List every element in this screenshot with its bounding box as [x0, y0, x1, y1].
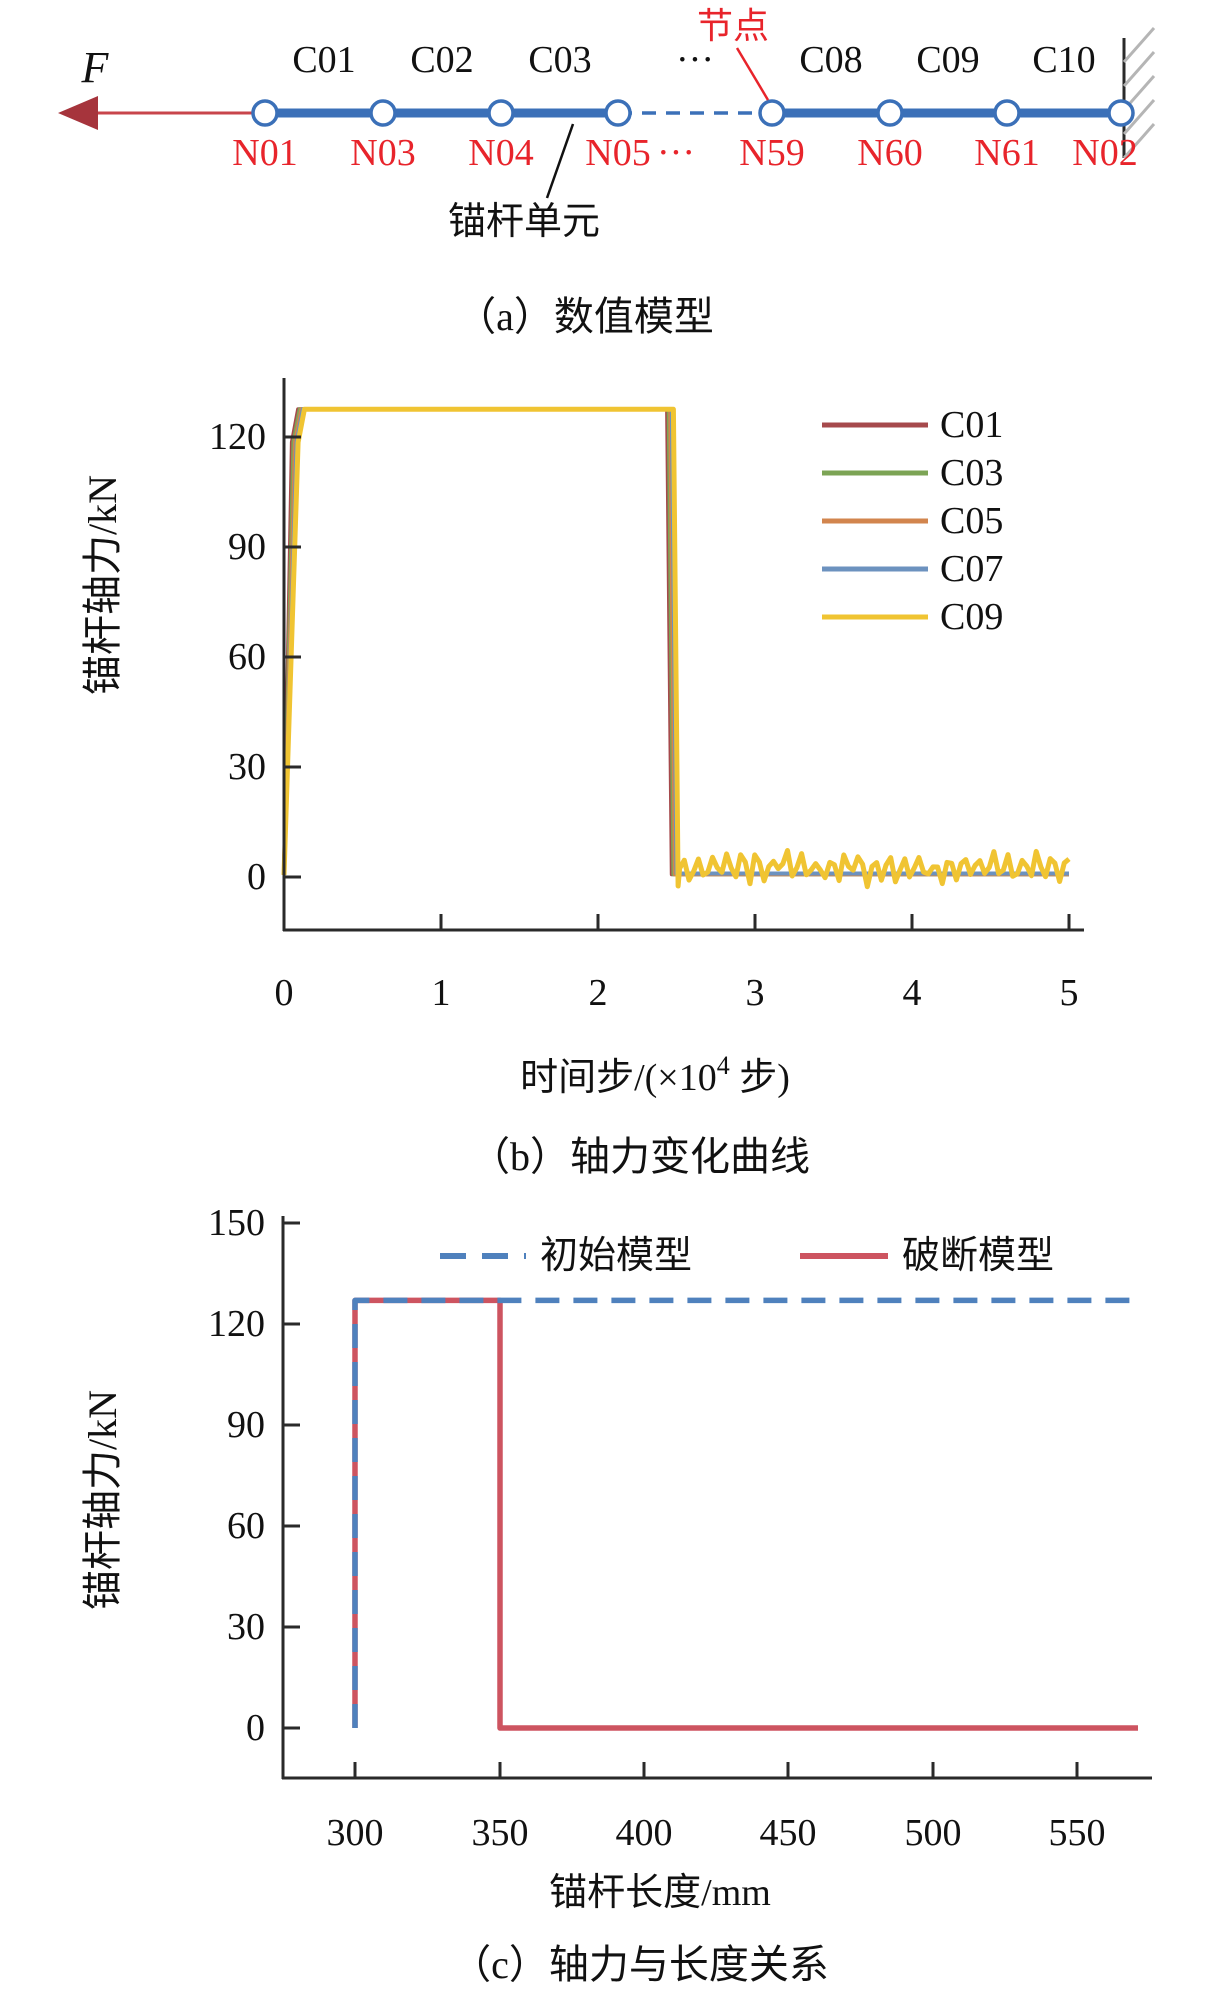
element-label: C02	[410, 39, 473, 81]
node-annotation-label: 节点	[697, 6, 769, 46]
element-label: C01	[292, 39, 355, 81]
legend-label: C03	[940, 452, 1003, 494]
node-label: N02	[1072, 132, 1137, 174]
x-tick-label: 450	[760, 1812, 817, 1854]
node-circle	[487, 99, 515, 127]
node-circle	[1107, 99, 1135, 127]
y-ticks-c	[283, 1221, 300, 1730]
node-label: N59	[739, 132, 804, 174]
y-tick-label: 150	[208, 1202, 265, 1244]
x-tick-label: 2	[589, 972, 608, 1014]
y-ticks-b	[284, 435, 301, 879]
series-C09	[281, 406, 1071, 890]
x-tick-label: 300	[327, 1812, 384, 1854]
series-lines-b	[281, 406, 1071, 890]
x-tick-label: 400	[616, 1812, 673, 1854]
element-labels: C01 C02 C03 ··· C08 C09 C10	[292, 39, 1095, 81]
node-circle	[251, 99, 279, 127]
x-ticks-b	[439, 914, 1071, 930]
legend-label: C05	[940, 500, 1003, 542]
y-tick-label: 120	[209, 416, 266, 458]
series-破断模型	[352, 1297, 1138, 1731]
caption-a: （a）数值模型	[456, 294, 714, 339]
node-annotation-pointer	[735, 47, 770, 101]
node-label: N01	[232, 132, 297, 174]
y-tick-label: 60	[228, 636, 266, 678]
x-tick-labels-b: 0 1 2 3 4 5	[275, 972, 1079, 1014]
x-tick-label: 5	[1060, 972, 1079, 1014]
element-label: C10	[1032, 39, 1095, 81]
series-初始模型	[352, 1297, 1138, 1728]
x-tick-label: 350	[472, 1812, 529, 1854]
x-axis-title-b: 时间步/(×104 步)	[520, 1051, 790, 1099]
force-label: F	[81, 43, 110, 92]
node-label: N05	[585, 132, 650, 174]
x-axis-title-b-pre: 时间步/(×10	[520, 1057, 717, 1099]
y-tick-label: 30	[227, 1606, 265, 1648]
element-label: C09	[916, 39, 979, 81]
y-tick-label: 90	[228, 526, 266, 568]
element-label: C03	[528, 39, 591, 81]
node-labels: N01 N03 N04 N05 ··· N59 N60 N61 N02	[232, 132, 1137, 174]
y-tick-label: 0	[247, 856, 266, 898]
node-circle	[876, 99, 904, 127]
caption-c: （c）轴力与长度关系	[451, 1942, 829, 1987]
x-tick-label: 0	[275, 972, 294, 1014]
node-circle	[993, 99, 1021, 127]
y-tick-label: 60	[227, 1505, 265, 1547]
y-axis-title-b: 锚杆轴力/kN	[80, 475, 125, 695]
element-annotation-pointer	[545, 123, 575, 199]
y-tick-label: 30	[228, 746, 266, 788]
x-ticks-c	[353, 1762, 1079, 1778]
x-tick-label: 4	[903, 972, 922, 1014]
node-circle	[604, 99, 632, 127]
legend-b: C01 C03 C05 C07 C09	[822, 404, 1003, 638]
x-tick-label: 3	[746, 972, 765, 1014]
legend-c: 初始模型 破断模型	[440, 1235, 1054, 1277]
series-lines-c	[352, 1297, 1138, 1731]
chart-b: 0 30 60 90 120 0 1 2 3 4 5 锚杆轴力/kN 时间步/(…	[80, 378, 1084, 1179]
ellipsis-label: ···	[676, 39, 714, 81]
legend-label: 初始模型	[540, 1235, 692, 1277]
diagram-a: F C01 C02 C03	[58, 6, 1156, 339]
y-tick-label: 120	[208, 1303, 265, 1345]
node-label: N03	[350, 132, 415, 174]
hatch-stroke	[1122, 51, 1156, 87]
chart-c: 0 30 60 90 120 150 300 350 400 450 500 5…	[80, 1202, 1152, 1987]
x-tick-label: 1	[432, 972, 451, 1014]
y-axis-title-c: 锚杆轴力/kN	[80, 1390, 125, 1610]
x-axis-title-b-post: 步)	[730, 1057, 790, 1099]
legend-label: C01	[940, 404, 1003, 446]
x-axis-title-c: 锚杆长度/mm	[549, 1872, 771, 1914]
node-circles	[251, 99, 1135, 127]
node-label: N61	[974, 132, 1039, 174]
caption-b: （b）轴力变化曲线	[470, 1134, 810, 1179]
node-circle	[369, 99, 397, 127]
y-tick-label: 0	[246, 1707, 265, 1749]
force-arrow-head-icon	[58, 96, 98, 130]
wall-hatching	[1122, 27, 1156, 159]
x-tick-labels-c: 300 350 400 450 500 550	[327, 1812, 1106, 1854]
x-tick-label: 500	[905, 1812, 962, 1854]
ellipsis-label: ···	[657, 132, 695, 174]
hatch-stroke	[1122, 99, 1156, 135]
x-axis-title-b-sup: 4	[717, 1051, 730, 1080]
hatch-stroke	[1122, 27, 1156, 63]
x-tick-label: 550	[1049, 1812, 1106, 1854]
node-label: N60	[857, 132, 922, 174]
y-tick-labels-c: 0 30 60 90 120 150	[208, 1202, 265, 1749]
legend-label: 破断模型	[902, 1235, 1054, 1277]
y-tick-label: 90	[227, 1404, 265, 1446]
legend-label: C07	[940, 548, 1003, 590]
node-circle	[758, 99, 786, 127]
y-tick-labels-b: 0 30 60 90 120	[209, 416, 266, 898]
hatch-stroke	[1122, 123, 1156, 159]
element-label: C08	[799, 39, 862, 81]
legend-label: C09	[940, 596, 1003, 638]
element-annotation-label: 锚杆单元	[448, 201, 600, 243]
node-label: N04	[468, 132, 533, 174]
